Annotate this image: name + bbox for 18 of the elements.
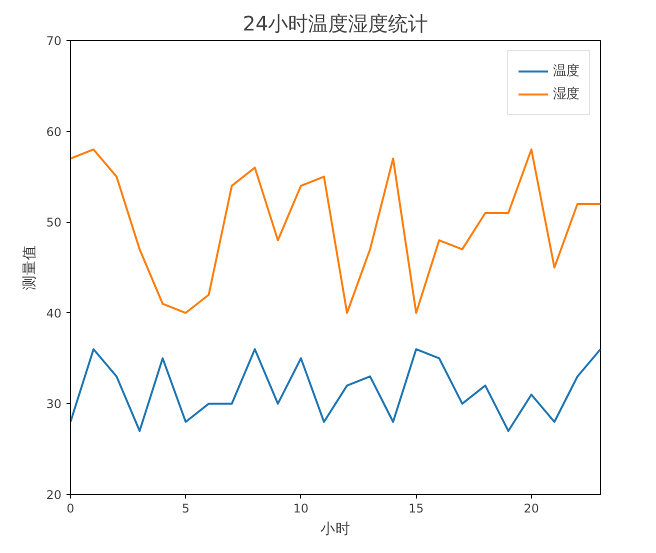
y-axis-title: 测量值 bbox=[21, 245, 38, 290]
legend-label: 温度 bbox=[553, 62, 579, 80]
x-tick-label: 0 bbox=[66, 502, 74, 516]
y-tick-label: 70 bbox=[46, 34, 62, 48]
x-axis-title: 小时 bbox=[320, 520, 350, 538]
y-tick-label: 20 bbox=[46, 488, 62, 502]
y-tick-label: 30 bbox=[46, 397, 62, 412]
x-tick-label: 5 bbox=[182, 502, 190, 516]
x-tick-label: 10 bbox=[293, 502, 309, 516]
y-tick-label: 50 bbox=[46, 216, 62, 230]
x-tick-label: 15 bbox=[408, 502, 424, 516]
y-tick-label: 40 bbox=[46, 306, 62, 320]
line-series bbox=[70, 348, 600, 432]
line-series bbox=[70, 148, 600, 314]
x-tick-label: 20 bbox=[524, 502, 540, 516]
legend-label: 湿度 bbox=[553, 86, 579, 103]
y-tick-label: 60 bbox=[46, 124, 62, 139]
chart-title: 24小时温度湿度统计 bbox=[242, 12, 428, 36]
